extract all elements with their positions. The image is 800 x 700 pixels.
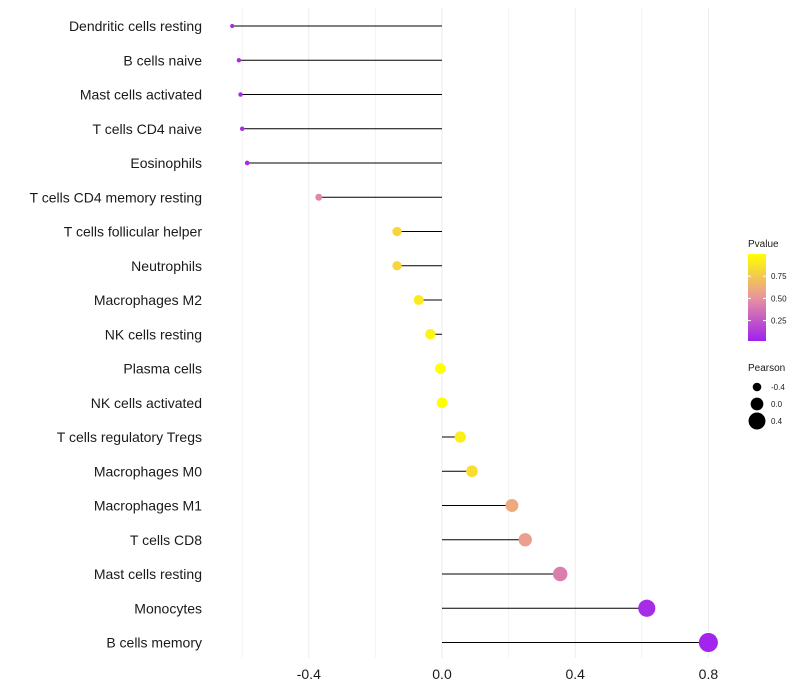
y-axis-label: T cells follicular helper [64, 224, 203, 240]
x-axis-tick-label: 0.4 [565, 666, 585, 682]
legend-size-label: 0.4 [771, 417, 783, 426]
legend-size-key [752, 382, 762, 392]
y-axis-label: T cells CD4 naive [93, 121, 203, 137]
lollipop-point [315, 193, 323, 201]
lollipop-point [518, 533, 532, 547]
y-axis-label: T cells CD4 memory resting [30, 189, 202, 205]
legend-size-key [748, 412, 766, 430]
y-axis-label: Neutrophils [131, 258, 202, 274]
legend-size-title: Pearson [748, 363, 785, 374]
lollipop-point [392, 261, 402, 271]
lollipop-point [238, 92, 243, 97]
grid-lines [241, 8, 709, 658]
y-axis-label: Plasma cells [123, 361, 202, 377]
lollipop-point [392, 226, 402, 237]
y-axis-label: Mast cells resting [94, 566, 202, 582]
legend-color-tick-label: 0.50 [771, 294, 787, 303]
y-axis-label: NK cells resting [105, 326, 202, 342]
legend-color-title: Pvalue [748, 239, 779, 250]
lollipop-point [425, 329, 436, 340]
x-axis-tick-labels: -0.4 0.0 0.4 0.8 [297, 666, 719, 682]
y-axis-label: Macrophages M0 [94, 463, 202, 479]
y-axis-label: Mast cells activated [80, 87, 202, 103]
x-axis-tick-label: -0.4 [297, 666, 321, 682]
lollipop-point [239, 126, 245, 132]
y-axis-label: Dendritic cells resting [69, 18, 202, 34]
lollipop-point [466, 465, 478, 478]
lollipop-point [236, 58, 242, 63]
lollipop-point [698, 632, 718, 653]
y-axis-label: B cells memory [106, 635, 202, 651]
legend: Pvalue 0.25 0.50 0.75 Pearson -0.4 0.0 0.4 [748, 239, 787, 430]
y-axis-label: Macrophages M2 [94, 292, 202, 308]
legend-color-tick-label: 0.25 [771, 317, 787, 326]
y-axis-label: Eosinophils [130, 155, 202, 171]
legend-size-label: 0.0 [771, 400, 783, 409]
y-axis-label: B cells naive [123, 52, 202, 68]
x-axis-tick-label: 0.8 [699, 666, 719, 682]
lollipop-point [552, 566, 568, 582]
lollipop-point [505, 499, 519, 512]
lollipop-point [436, 397, 448, 409]
legend-size-label: -0.4 [771, 383, 785, 392]
legend-color-tick-label: 0.75 [771, 272, 787, 281]
y-axis-label: Macrophages M1 [94, 498, 202, 514]
lollipop-point [413, 294, 424, 306]
lollipop-point [638, 599, 656, 617]
y-axis-labels: Dendritic cells resting B cells naive Mast… [30, 18, 203, 651]
legend-colorbar [748, 254, 766, 341]
lollipop-point [434, 363, 446, 374]
x-axis-tick-label: 0.0 [432, 666, 452, 682]
y-axis-label: NK cells activated [91, 395, 202, 411]
y-axis-label: T cells regulatory Tregs [57, 429, 202, 445]
lollipop-point [454, 431, 466, 443]
lollipop-stems [232, 25, 709, 643]
lollipop-point [244, 160, 250, 166]
lollipop-points [230, 23, 718, 653]
legend-size-key [750, 397, 764, 411]
y-axis-label: T cells CD8 [130, 532, 202, 548]
y-axis-label: Monocytes [134, 600, 202, 616]
lollipop-point [230, 23, 235, 29]
